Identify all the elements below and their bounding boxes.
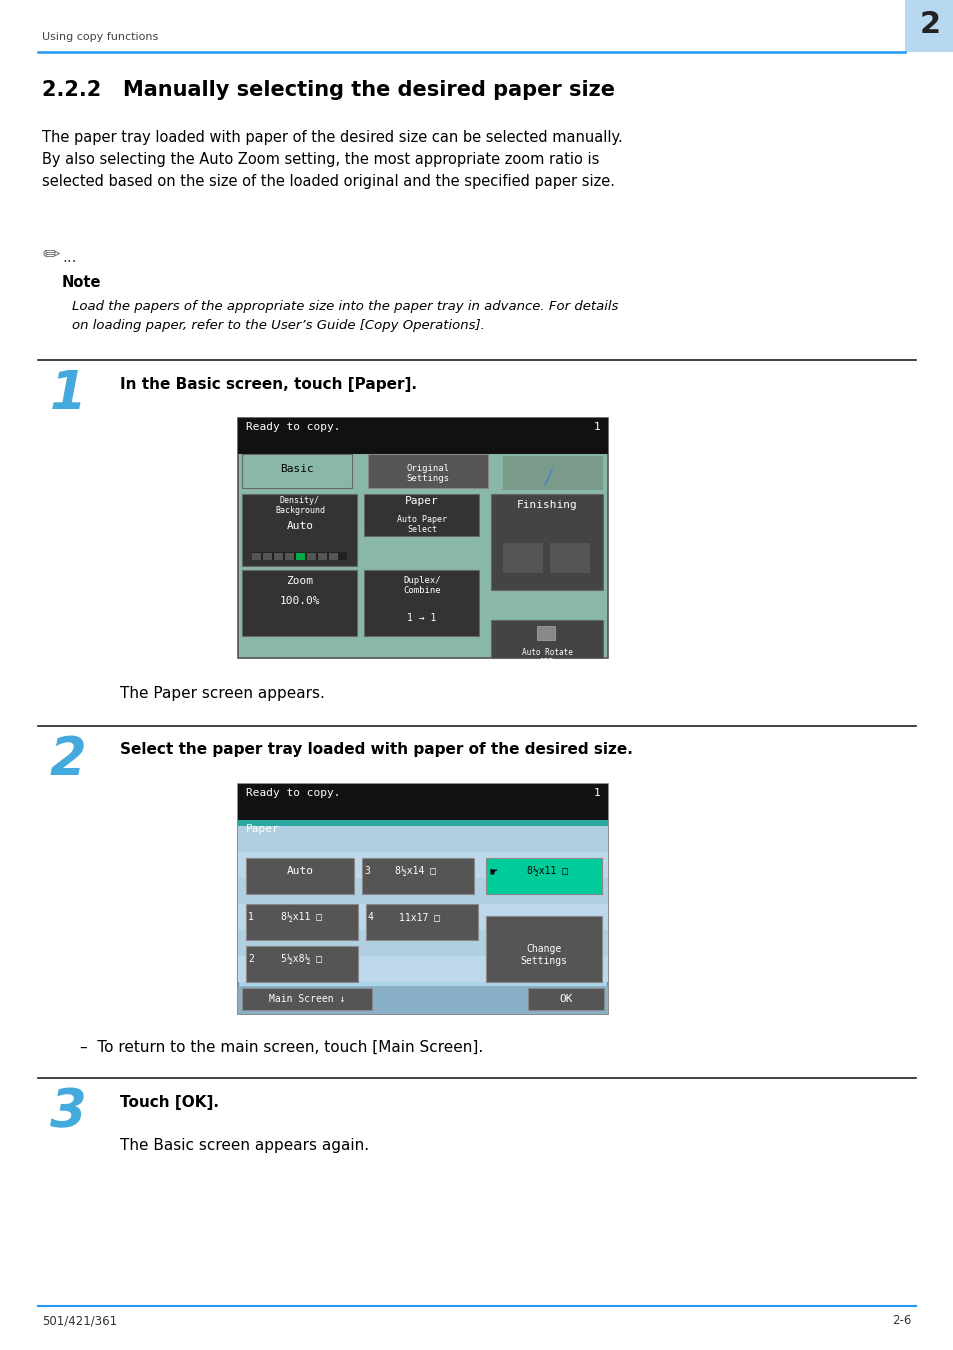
Text: Load the papers of the appropriate size into the paper tray in advance. For deta: Load the papers of the appropriate size … [71,300,618,332]
Text: In the Basic screen, touch [Paper].: In the Basic screen, touch [Paper]. [120,377,416,392]
Text: 2: 2 [919,9,940,39]
Bar [366,904,477,940]
Text: 2: 2 [50,734,87,786]
Text: The Basic screen appears again.: The Basic screen appears again. [120,1138,369,1153]
Bar [485,917,601,981]
Bar [242,454,352,487]
Text: 2: 2 [248,954,253,964]
Text: OK: OK [558,994,572,1004]
Bar [242,570,356,636]
Bar [364,494,478,536]
Text: 1: 1 [593,423,599,432]
Text: 501/421/361: 501/421/361 [42,1314,117,1327]
Text: 4: 4 [368,913,374,922]
Bar [246,904,357,940]
Text: 3: 3 [364,865,370,876]
Text: 3: 3 [50,1085,87,1138]
Text: The paper tray loaded with paper of the desired size can be selected manually.
B: The paper tray loaded with paper of the … [42,130,622,189]
Text: ✏: ✏ [42,244,59,265]
Text: Auto: Auto [286,521,314,531]
Text: 1 → 1: 1 → 1 [407,613,436,622]
Bar [242,988,372,1010]
Bar [263,554,272,560]
Bar [237,956,607,981]
Bar [237,418,607,657]
Bar [307,554,315,560]
Bar [537,626,555,640]
Text: Auto Rotate
OFF: Auto Rotate OFF [521,648,572,667]
Bar [274,554,283,560]
Bar [329,554,337,560]
Text: Duplex/
Combine: Duplex/ Combine [403,576,440,595]
Bar [285,554,294,560]
Text: Paper: Paper [405,495,438,506]
Bar [295,554,305,560]
Text: 11x17 □: 11x17 □ [399,913,440,922]
Bar [246,859,354,894]
Text: Select the paper tray loaded with paper of the desired size.: Select the paper tray loaded with paper … [120,743,632,757]
Bar [237,878,607,904]
Text: Using copy functions: Using copy functions [42,32,158,42]
Text: 1: 1 [50,369,87,420]
Bar [252,552,347,560]
Bar [237,904,607,930]
Text: 8½x11 □: 8½x11 □ [527,865,568,876]
Bar [904,0,953,53]
Text: Ready to copy.: Ready to copy. [246,423,340,432]
Text: 8½x11 □: 8½x11 □ [281,913,322,922]
Bar [317,554,327,560]
Bar [237,826,607,852]
Text: 2-6: 2-6 [892,1314,911,1327]
Bar [502,456,602,490]
Text: The Paper screen appears.: The Paper screen appears. [120,686,325,701]
Text: Change
Settings: Change Settings [520,944,567,967]
Text: Paper: Paper [246,824,279,834]
Bar [252,554,261,560]
Bar [237,852,607,878]
Text: 8½x14 □: 8½x14 □ [395,865,436,876]
Bar [485,859,601,894]
Bar [237,418,607,454]
Text: Ready to copy.: Ready to copy. [246,788,340,798]
Text: Auto: Auto [286,865,314,876]
Bar [550,543,589,572]
Bar [237,819,607,846]
Bar [491,494,602,590]
Text: Auto Paper
Select: Auto Paper Select [396,514,447,535]
Bar [242,494,356,566]
Bar [361,859,474,894]
Text: Basic: Basic [280,464,314,474]
Text: Original
Settings: Original Settings [406,464,449,483]
Text: Touch [OK].: Touch [OK]. [120,1095,219,1110]
Bar [237,784,607,1014]
Bar [237,930,607,956]
Text: 100.0%: 100.0% [279,595,320,606]
Text: Main Screen ↓: Main Screen ↓ [269,994,345,1004]
Text: ...: ... [62,250,76,265]
Text: 1: 1 [593,788,599,798]
Text: –  To return to the main screen, touch [Main Screen].: – To return to the main screen, touch [M… [80,1040,483,1054]
Bar [502,543,542,572]
Bar [491,620,602,657]
Text: 1: 1 [248,913,253,922]
Text: 2.2.2   Manually selecting the desired paper size: 2.2.2 Manually selecting the desired pap… [42,80,615,100]
Text: 5½x8½ □: 5½x8½ □ [281,954,322,964]
Text: /: / [541,468,554,487]
Text: ☛: ☛ [490,865,497,879]
Text: Density/
Background: Density/ Background [274,495,325,516]
Bar [237,784,607,819]
Bar [527,988,603,1010]
Text: Finishing: Finishing [517,500,577,510]
Bar [246,946,357,981]
Text: Note: Note [62,275,101,290]
Bar [364,570,478,636]
Text: Zoom: Zoom [286,576,314,586]
Bar [237,986,607,1014]
Bar [368,454,488,487]
